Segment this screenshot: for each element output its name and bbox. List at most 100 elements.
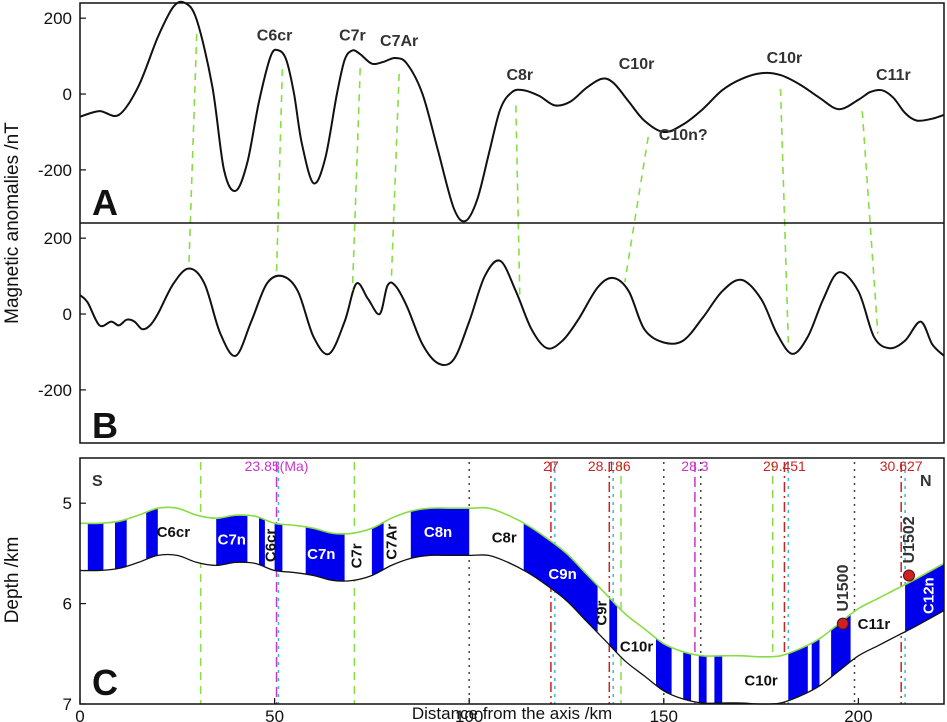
crust-bottom-boundary: [79, 553, 945, 705]
normal-polarity-block: [146, 508, 158, 560]
panel-a-ticks: -200 0 200: [38, 9, 86, 180]
chron-label: C12n: [920, 577, 937, 614]
age-label: 28.186: [588, 458, 631, 474]
drill-site-marker: [902, 569, 915, 582]
normal-polarity-block: [259, 517, 265, 567]
panel-a-chron-annotation: C10n?: [659, 127, 708, 144]
age-label: 28.3: [681, 458, 708, 474]
correlation-line: [861, 111, 879, 334]
panel-c-letter: C: [92, 662, 118, 703]
normal-polarity-block: [831, 614, 851, 677]
panel-b-anomaly-line: [79, 259, 945, 367]
normal-polarity-block: [371, 522, 384, 576]
normal-polarity-block: [305, 527, 345, 581]
panel-a-ytick-label: 200: [44, 9, 72, 28]
panel-c-xtick-label: 100: [455, 707, 483, 722]
panel-c-polarity-blocks: [79, 506, 945, 705]
normal-polarity-block: [274, 523, 283, 572]
normal-polarity-block: [788, 644, 808, 701]
normal-polarity-block: [87, 522, 104, 571]
panel-b-ytick-label: 200: [44, 229, 72, 248]
panel-c-ytick-label: 7: [63, 695, 72, 714]
panel-a-anomaly-line: [79, 0, 945, 223]
normal-polarity-block: [410, 508, 470, 559]
c-frame: [79, 457, 945, 705]
panel-a-chron-annotation: C8r: [506, 67, 533, 84]
normal-polarity-block: [609, 597, 618, 653]
panel-b-ticks: -200 0 200: [38, 229, 86, 400]
drill-site-label: U1500: [835, 564, 852, 611]
normal-polarity-block: [656, 637, 672, 695]
age-label: 30.627: [880, 458, 923, 474]
panel-c-ticks: 5 6 70 50 100 150 200: [63, 494, 873, 722]
panel-b-ytick-label: -200: [38, 381, 72, 400]
correlation-lines: [188, 34, 879, 343]
panel-b-ytick-label: 0: [63, 305, 72, 324]
normal-polarity-block: [905, 563, 944, 632]
panel-c-xtick-label: 200: [844, 707, 872, 722]
correlation-line: [515, 105, 521, 295]
chron-label: C7n: [307, 546, 335, 563]
chron-label: C8r: [492, 529, 517, 546]
correlation-line: [624, 136, 650, 283]
panel-c-xtick-label: 50: [265, 707, 284, 722]
panel-a-chron-annotation: C7Ar: [380, 33, 418, 50]
panel-a-chron-annotation: C10r: [619, 56, 655, 73]
panel-b: -200 0 200 B: [38, 229, 945, 446]
age-label: 27: [543, 458, 559, 474]
panel-a-ytick-label: 0: [63, 85, 72, 104]
normal-polarity-block: [683, 651, 691, 701]
south-label: S: [92, 473, 103, 490]
chron-label: C8n: [424, 524, 452, 541]
chron-label: C9n: [548, 566, 576, 583]
crust-top-boundary: [79, 506, 945, 658]
panel-c-xtick-label: 150: [650, 707, 678, 722]
chron-label: C7Ar: [383, 524, 400, 560]
panel-a-ytick-label: -200: [38, 161, 72, 180]
crust-layer: [80, 507, 944, 705]
chron-label: C7n: [218, 531, 246, 548]
panel-a-chron-annotation: C11r: [876, 67, 911, 84]
correlation-line: [275, 69, 284, 273]
chron-label: C7r: [348, 543, 365, 568]
panel-c-ytick-label: 5: [63, 494, 72, 513]
age-label: 29.451: [763, 458, 806, 474]
drill-site-label: U1502: [901, 516, 918, 563]
y-axis-title-anomaly: Magnetic anomalies /nT: [2, 122, 23, 324]
chron-label: C10r: [620, 638, 654, 655]
correlation-line: [188, 34, 198, 263]
correlation-line: [390, 73, 400, 280]
normal-polarity-block: [714, 655, 723, 703]
chron-label: C11r: [858, 616, 891, 633]
panel-c-ytick-label: 6: [63, 595, 72, 614]
normal-polarity-block: [523, 523, 598, 633]
panel-a-chron-annotation: C7r: [339, 27, 366, 44]
correlation-line: [779, 89, 790, 343]
age-label: 23.85(Ma): [245, 458, 309, 474]
panel-a-chron-annotation: C6cr: [257, 27, 293, 44]
panel-c-chron-labels: C6cr C7n C6cr C7n C7r C7Ar C8n C8r C9n C9r C10r C10…: [157, 524, 938, 690]
normal-polarity-block: [216, 515, 248, 566]
chron-label: C9r: [594, 600, 611, 625]
panel-a-letter: A: [92, 182, 118, 223]
normal-polarity-block: [698, 655, 707, 703]
normal-polarity-block: [115, 518, 127, 569]
panel-c: C6cr C7n C6cr C7n C7r C7Ar C8n C8rC9nC9rC10rC10…: [63, 458, 945, 722]
panel-c-sites: U1500 U1502: [835, 516, 918, 630]
x-axis-title: Distance from the axis /km: [412, 704, 612, 722]
correlation-line: [351, 68, 362, 291]
panel-c-age-labels: 23.85(Ma) 27 28.186 28.3 29.451 30.627: [245, 458, 923, 474]
y-axis-title-depth: Depth /km: [2, 537, 23, 624]
drill-site-marker: [836, 617, 849, 630]
chron-label: C10r: [744, 672, 778, 689]
chron-label: C6cr: [157, 524, 191, 541]
panel-b-letter: B: [92, 405, 118, 446]
chron-label: C6cr: [263, 529, 280, 563]
north-label: N: [920, 473, 932, 490]
normal-polarity-block: [811, 638, 820, 690]
panel-c-xtick-label: 0: [75, 707, 84, 722]
panel-a-chron-annotation: C10r: [767, 50, 803, 67]
